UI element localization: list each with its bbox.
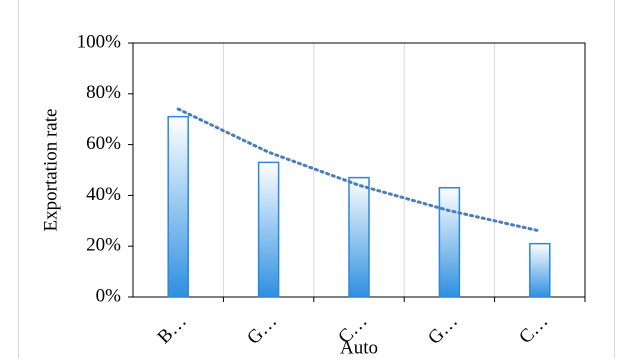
y-tick-label: 40%: [86, 184, 121, 205]
x-axis-label: Auto: [340, 337, 378, 358]
bar: [257, 161, 280, 298]
trendline: [176, 107, 542, 233]
x-tick-label: C…: [515, 311, 552, 348]
x-tick-label: B…: [154, 311, 191, 348]
bar: [438, 187, 461, 298]
bar: [167, 115, 189, 298]
y-tick-label: 0%: [96, 285, 122, 306]
x-tick-label: G…: [424, 311, 462, 349]
y-axis-label: Exportation rate: [40, 109, 61, 232]
y-tick-label: 60%: [86, 133, 121, 154]
y-tick-label: 20%: [86, 235, 121, 256]
y-tick-label: 80%: [86, 82, 121, 103]
y-tick-label: 100%: [77, 31, 122, 52]
bar: [529, 242, 551, 298]
bar: [348, 176, 370, 298]
x-tick-label: G…: [243, 311, 281, 349]
